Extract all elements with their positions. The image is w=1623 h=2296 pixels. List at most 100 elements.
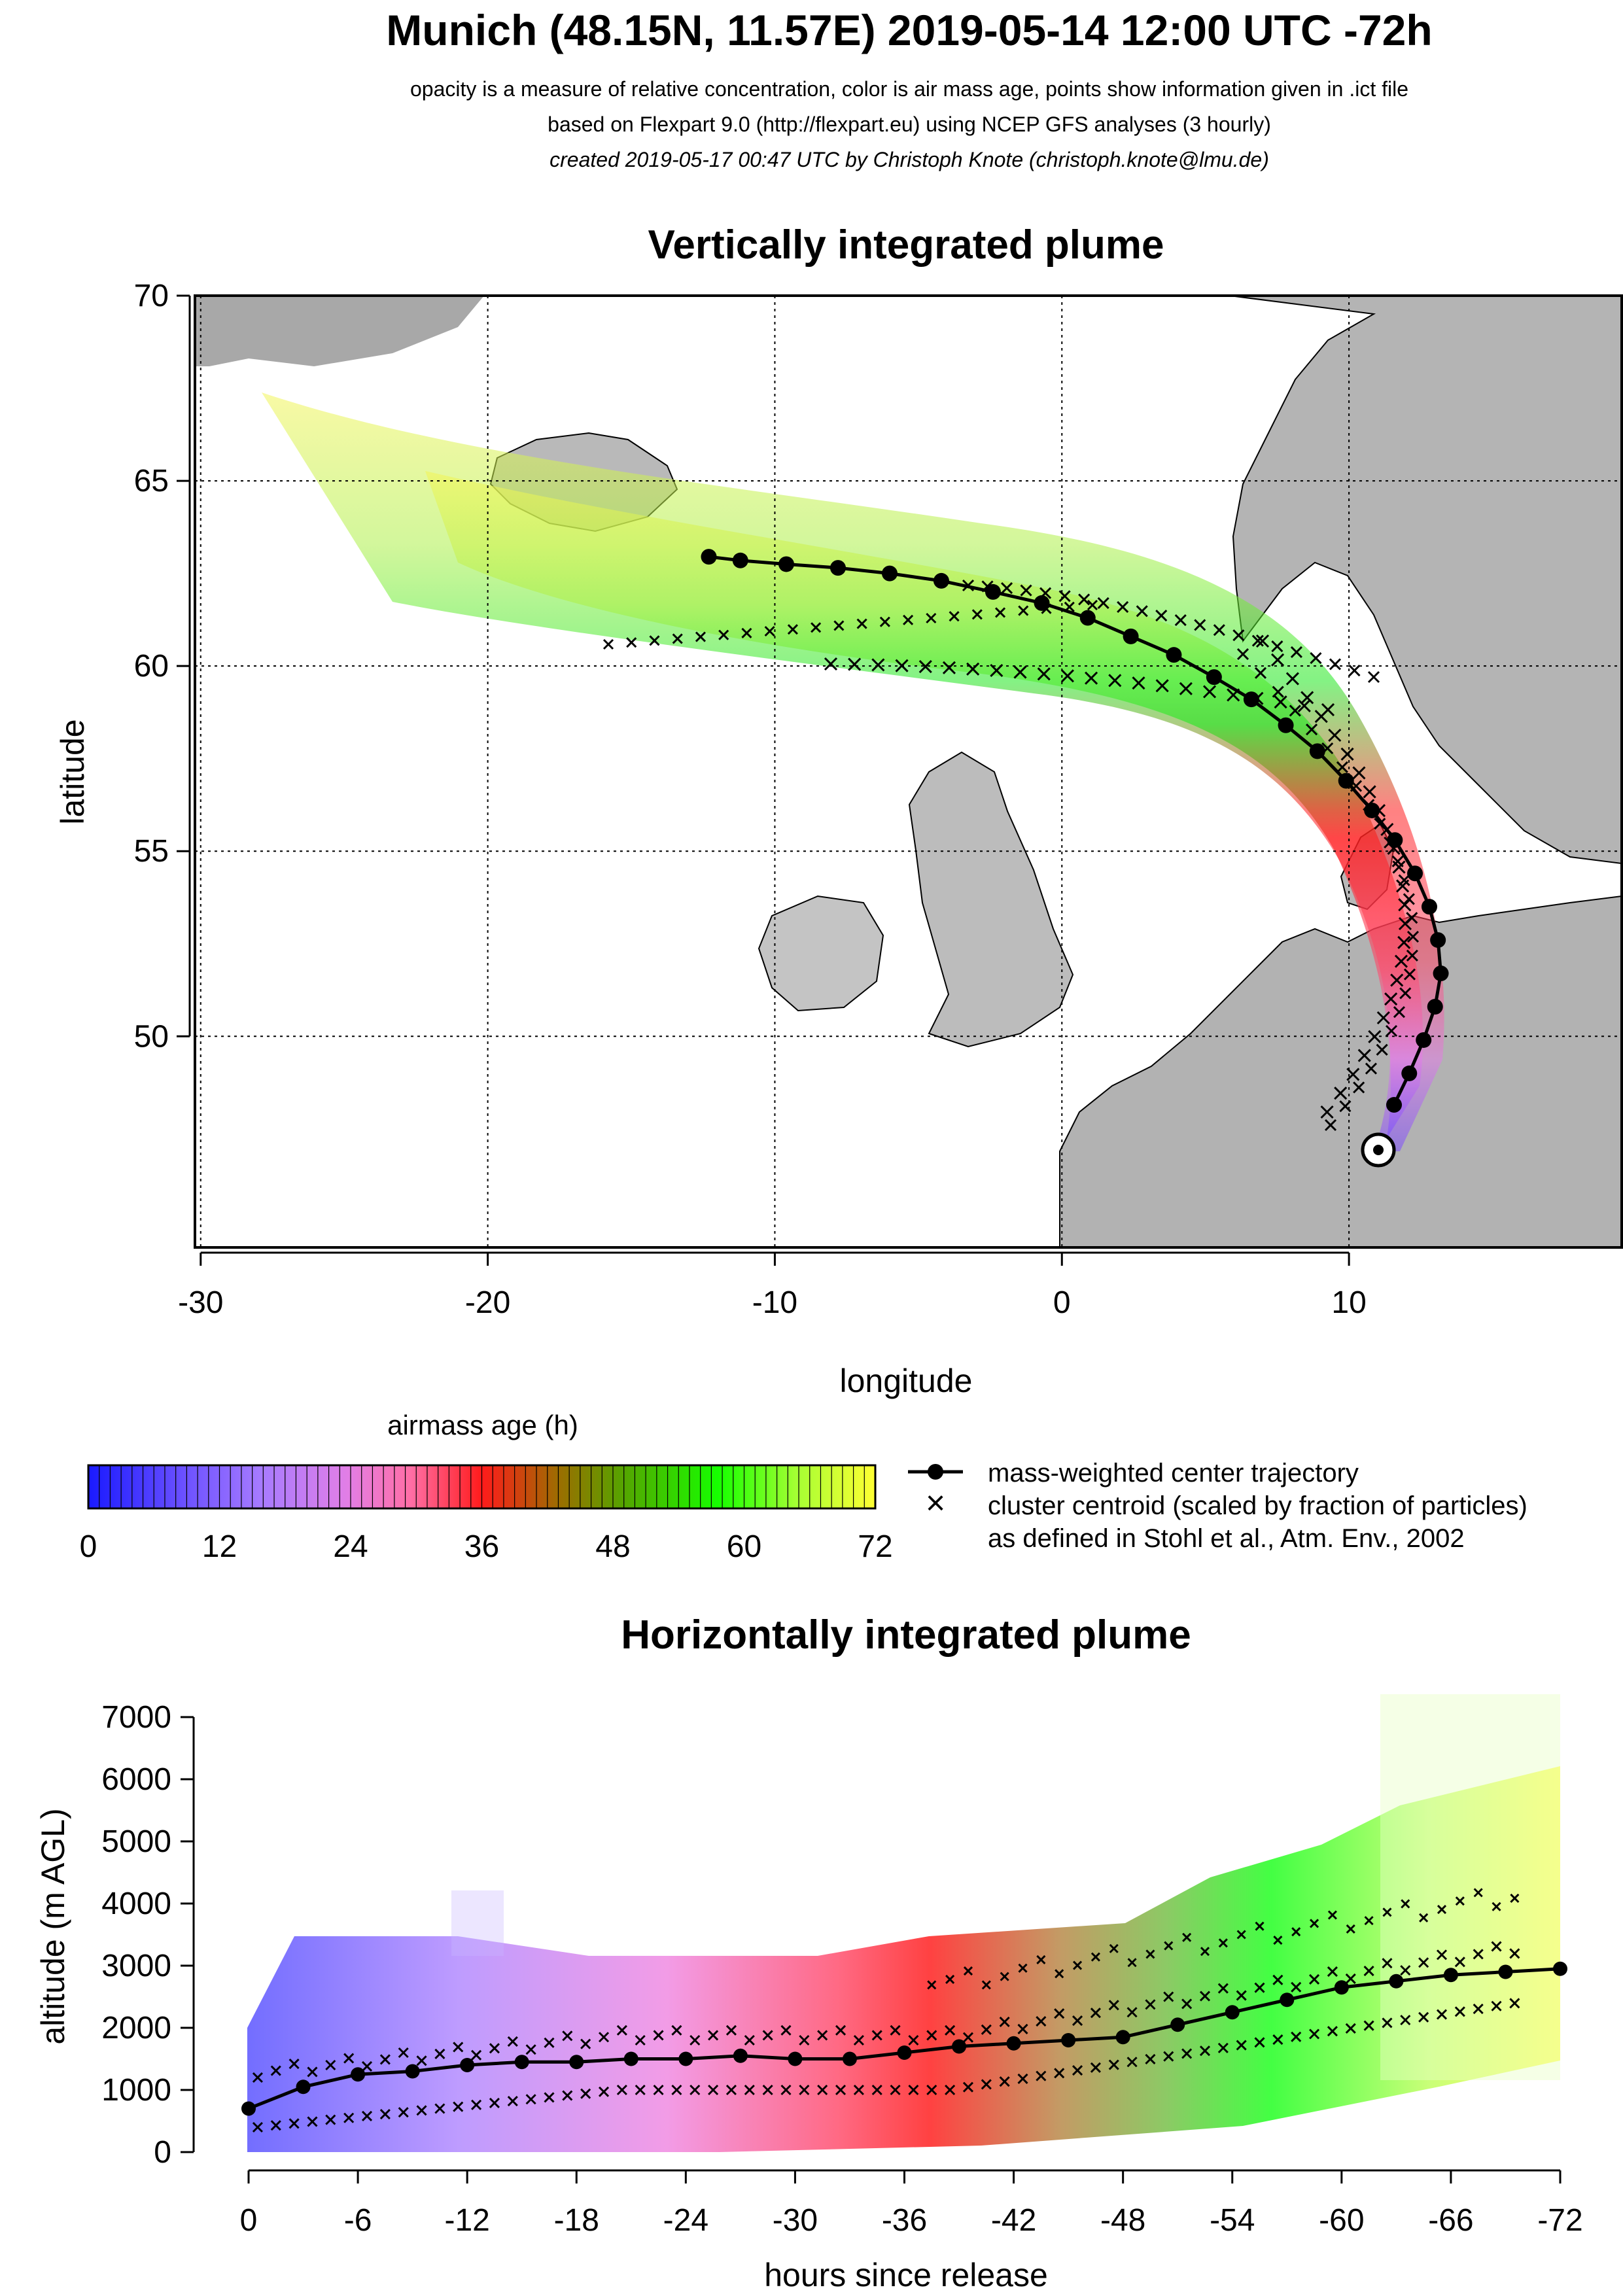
- cluster-centroid-cross: [871, 658, 885, 672]
- altitude-cluster-cross: [981, 2024, 992, 2035]
- trajectory-point: [1206, 669, 1222, 686]
- altitude-cluster-cross: [908, 2034, 919, 2046]
- cluster-centroid-markers: [602, 579, 1420, 1132]
- colorbar-title: airmass age (h): [387, 1410, 578, 1440]
- altitude-cluster-cross: [1382, 1907, 1392, 1917]
- cluster-centroid-cross: [1254, 667, 1267, 679]
- altitude-cluster-cross: [853, 2034, 864, 2046]
- cluster-centroid-cross: [1132, 676, 1145, 690]
- cluster-centroid-cross: [1290, 646, 1302, 659]
- altitude-cluster-markers: [252, 1888, 1520, 2133]
- altitude-cluster-cross: [1181, 1998, 1193, 2009]
- trajectory-point: [1079, 610, 1096, 626]
- altitude-cluster-cross: [580, 2088, 591, 2099]
- map-xlabel: longitude: [840, 1363, 973, 1399]
- cluster-centroid-cross: [1236, 648, 1249, 661]
- altitude-trajectory-point: [733, 2048, 748, 2063]
- cluster-centroid-cross: [1300, 691, 1314, 704]
- center-trajectory: [701, 549, 1449, 1113]
- cluster-centroid-cross: [764, 625, 775, 637]
- cluster-centroid-cross: [1314, 710, 1328, 723]
- altitude-cluster-cross: [1473, 1888, 1483, 1898]
- altitude-cluster-cross: [1036, 1955, 1046, 1965]
- altitude-cluster-cross: [1327, 1966, 1338, 1977]
- page-title: Munich (48.15N, 11.57E) 2019-05-14 12:00…: [386, 6, 1433, 54]
- altitude-cluster-cross: [871, 2084, 882, 2096]
- map-land: [195, 296, 1622, 1247]
- altitude-cluster-cross: [1437, 1904, 1447, 1915]
- altitude-xtick-label: -6: [344, 2203, 372, 2238]
- cluster-centroid-cross: [649, 635, 660, 646]
- altitude-cluster-cross: [1127, 1958, 1137, 1968]
- altitude-cluster-cross: [999, 2016, 1010, 2028]
- altitude-cluster-cross: [1091, 1952, 1100, 1962]
- altitude-cluster-cross: [525, 2094, 536, 2105]
- altitude-cluster-cross: [1473, 2003, 1484, 2015]
- altitude-cluster-cross: [908, 2084, 919, 2096]
- cluster-centroid-cross: [1352, 766, 1366, 780]
- altitude-cluster-cross: [1090, 2062, 1101, 2073]
- trajectory-point: [1123, 628, 1139, 644]
- trajectory-point: [933, 572, 949, 589]
- trajectory-point: [1427, 999, 1443, 1015]
- cluster-centroid-cross: [1397, 935, 1411, 949]
- altitude-cluster-cross: [945, 1974, 955, 1984]
- altitude-xtick-label: -36: [882, 2203, 927, 2238]
- altitude-cluster-cross: [671, 2084, 682, 2096]
- altitude-cluster-cross: [744, 2034, 755, 2046]
- altitude-cluster-cross: [1054, 2008, 1065, 2019]
- trajectory-point: [732, 552, 748, 568]
- map-ytick-label: 55: [134, 834, 169, 869]
- cluster-centroid-cross: [966, 662, 980, 676]
- cluster-centroid-cross: [833, 620, 845, 631]
- cluster-centroid-cross: [1108, 674, 1122, 687]
- altitude-cluster-cross: [1509, 1998, 1520, 2009]
- altitude-cluster-cross: [398, 2107, 409, 2118]
- altitude-cluster-cross: [361, 2061, 373, 2072]
- altitude-trajectory-point: [1280, 1992, 1295, 2008]
- cluster-centroid-cross: [1251, 635, 1264, 647]
- cluster-centroid-cross: [895, 659, 909, 672]
- altitude-cluster-cross: [325, 2059, 336, 2071]
- cluster-centroid-cross: [1403, 968, 1416, 981]
- map-ytick-label: 70: [134, 279, 169, 313]
- altitude-cluster-cross: [671, 2025, 682, 2036]
- legend-line-dot: [928, 1464, 943, 1480]
- altitude-cluster-cross: [1454, 2006, 1465, 2017]
- altitude-cluster-cross: [1218, 1938, 1228, 1948]
- altitude-cluster-cross: [1291, 1927, 1301, 1937]
- altitude-cluster-cross: [1163, 2051, 1174, 2062]
- altitude-trajectory-point: [460, 2058, 475, 2072]
- altitude-cluster-cross: [1236, 1930, 1246, 1939]
- altitude-cluster-cross: [1145, 1949, 1155, 1959]
- altitude-cluster-cross: [1000, 1972, 1009, 1981]
- altitude-cluster-cross: [416, 2055, 427, 2066]
- altitude-cluster-cross: [1491, 1941, 1502, 1952]
- altitude-ytick-label: 4000: [101, 1887, 171, 1921]
- cluster-centroid-cross: [1390, 973, 1404, 987]
- altitude-cluster-cross: [1126, 2007, 1138, 2018]
- altitude-cluster-cross: [562, 2030, 573, 2042]
- colorbar-segments: [99, 1465, 865, 1508]
- colorbar-tick-label: 60: [727, 1529, 761, 1564]
- trajectory-point: [701, 549, 717, 565]
- cluster-centroid-cross: [1320, 1105, 1334, 1119]
- altitude-ytick-label: 0: [154, 2135, 171, 2170]
- altitude-cluster-cross: [835, 2025, 846, 2036]
- map-xtick-label: 0: [1053, 1285, 1071, 1320]
- altitude-cluster-cross: [507, 2036, 518, 2047]
- altitude-cluster-cross: [1382, 2017, 1393, 2028]
- cluster-centroid-cross: [1060, 669, 1074, 683]
- cluster-centroid-cross: [971, 609, 983, 620]
- altitude-cluster-cross: [635, 2084, 646, 2096]
- altitude-cluster-cross: [1291, 2031, 1302, 2042]
- altitude-cluster-cross: [598, 2086, 610, 2097]
- altitude-cluster-cross: [653, 2084, 664, 2096]
- trajectory-point: [778, 556, 794, 572]
- cluster-centroid-cross: [856, 618, 867, 629]
- map-axes: -30 -20 -10 0 10 50 55 60 65 70: [134, 279, 1367, 1320]
- altitude-cluster-cross: [307, 2066, 318, 2078]
- map-ytick-label: 65: [134, 464, 169, 498]
- altitude-trajectory-point: [623, 2051, 638, 2066]
- altitude-cluster-cross: [379, 2054, 391, 2065]
